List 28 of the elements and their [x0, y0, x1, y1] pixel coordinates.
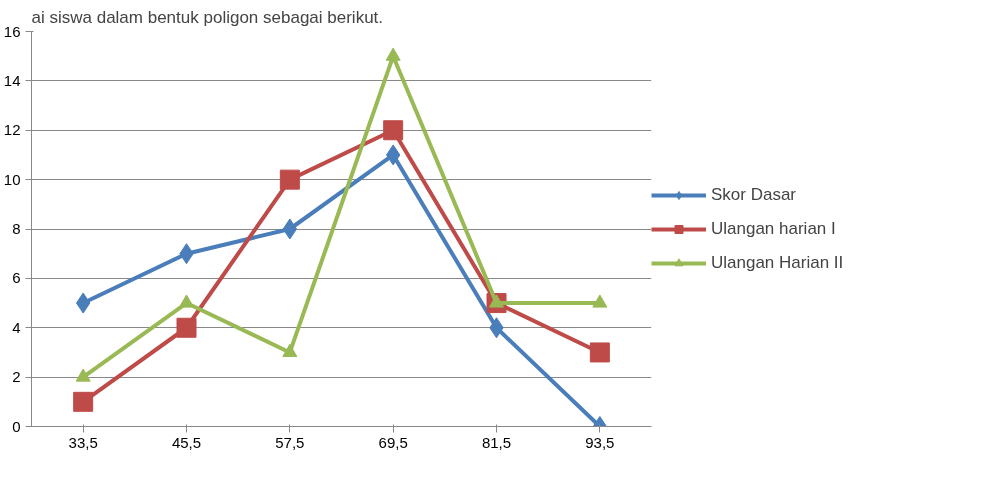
- point: [75, 368, 91, 382]
- legend-label: Ulangan harian I: [711, 218, 836, 239]
- legend-label: Skor Dasar: [711, 184, 797, 205]
- point: [279, 169, 300, 190]
- y-tick-label: 2: [12, 368, 21, 386]
- y-tick-label: 10: [3, 170, 21, 188]
- x-tick-label: 93,5: [585, 433, 615, 451]
- text: ai siswa dalam bentuk poligon sebagai berikut.: [31, 7, 384, 27]
- y-tick-label: 8: [12, 220, 21, 237]
- legend-label: Ulangan Harian II: [711, 252, 844, 273]
- y-tick-label: 12: [3, 121, 21, 139]
- y-tick-label: 14: [3, 71, 21, 89]
- y-tick-label: 0: [12, 417, 21, 435]
- y-tick-label: 6: [12, 269, 21, 287]
- point: [73, 391, 94, 412]
- point: [176, 317, 197, 338]
- y-tick-label: 4: [12, 318, 21, 336]
- x-tick-label: 45,5: [171, 433, 202, 451]
- y-tick-label: 16: [3, 22, 21, 40]
- point: [589, 342, 610, 363]
- point: [383, 120, 404, 141]
- x-tick-label: 69,5: [378, 433, 408, 451]
- point: [179, 294, 194, 308]
- x-tick-label: 81,5: [481, 433, 512, 451]
- point: [282, 343, 298, 357]
- x-tick-label: 57,5: [275, 433, 305, 451]
- point: [592, 294, 608, 308]
- x-tick-label: 33,5: [68, 433, 98, 451]
